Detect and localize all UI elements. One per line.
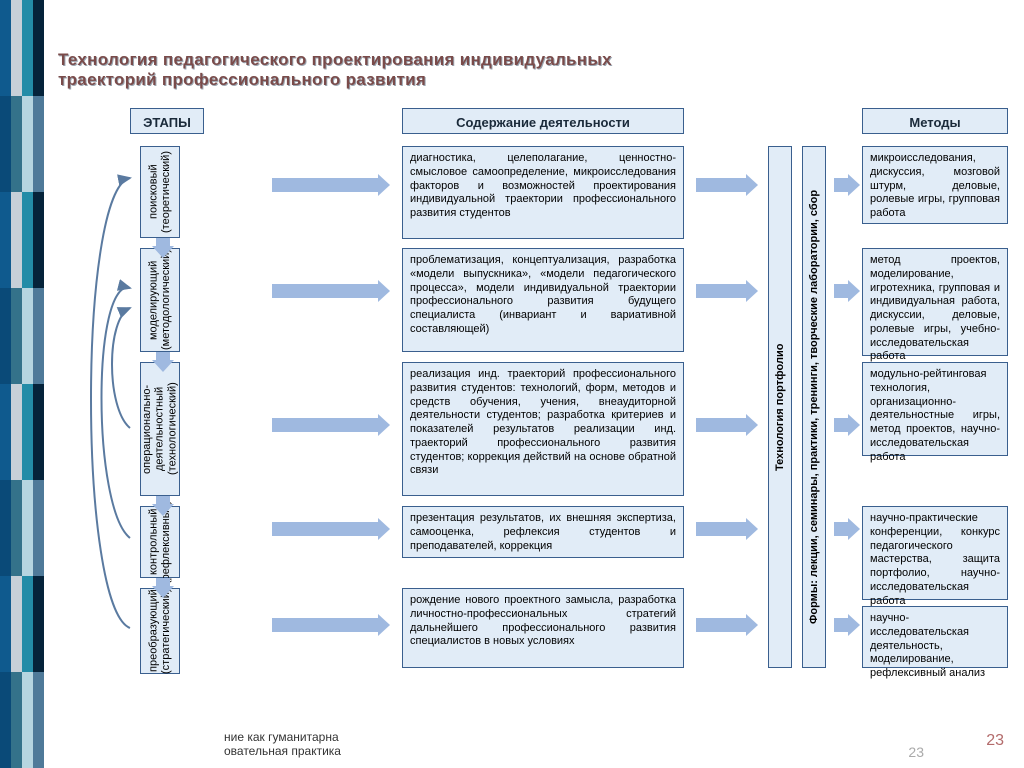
return-curve-1 xyxy=(102,288,131,538)
arrow-stage-down-2 xyxy=(156,496,170,506)
content-1: проблематизация, концептуализация, разра… xyxy=(402,248,684,352)
content-area: Технология педагогического проектировани… xyxy=(44,0,1024,768)
arrow-stage-content-0 xyxy=(272,178,380,192)
arrow-stage-down-0 xyxy=(156,238,170,248)
content-3: презентация результатов, их внешняя эксп… xyxy=(402,506,684,558)
content-2: реализация инд. траекторий профессиональ… xyxy=(402,362,684,496)
vcol-forms: Формы: лекции, семинары, практики, трени… xyxy=(802,146,826,668)
method-3: научно-практические конференции, конкурс… xyxy=(862,506,1008,600)
header-methods: Методы xyxy=(862,108,1008,134)
content-0: диагностика, целеполагание, ценностно-см… xyxy=(402,146,684,239)
header-stages: ЭТАПЫ xyxy=(130,108,204,134)
return-curve-2 xyxy=(112,308,130,428)
vcol-portfolio: Технология портфолио xyxy=(768,146,792,668)
arrow-vcol-method-1 xyxy=(834,284,850,298)
arrow-content-vcol-4 xyxy=(696,618,748,632)
arrow-vcol-method-3 xyxy=(834,522,850,536)
content-4: рождение нового проектного замысла, разр… xyxy=(402,588,684,668)
stage-3: контрольный (рефлексивный) xyxy=(140,506,180,578)
method-4: научно-исследовательская деятельность, м… xyxy=(862,606,1008,668)
decorative-sidebar xyxy=(0,0,44,768)
arrow-content-vcol-3 xyxy=(696,522,748,536)
return-curve-0 xyxy=(91,178,130,628)
arrow-stage-content-1 xyxy=(272,284,380,298)
stage-4: преобразующий (стратегический) xyxy=(140,588,180,674)
arrow-stage-content-2 xyxy=(272,418,380,432)
arrow-vcol-method-4 xyxy=(834,618,850,632)
footer-text: ние как гуманитарнаовательная практика xyxy=(224,730,341,758)
arrow-content-vcol-0 xyxy=(696,178,748,192)
flow-diagram: ЭТАПЫ Содержание деятельности Методы поиско… xyxy=(58,108,1012,708)
slide-title: Технология педагогического проектировани… xyxy=(44,0,1024,108)
arrow-stage-down-3 xyxy=(156,578,170,588)
arrow-stage-content-3 xyxy=(272,522,380,536)
stage-2: операционально-деятельностный (технологи… xyxy=(140,362,180,496)
arrow-content-vcol-2 xyxy=(696,418,748,432)
method-1: метод проектов, моделирование, игротехни… xyxy=(862,248,1008,356)
arrow-stage-down-1 xyxy=(156,352,170,362)
page-number: 23 xyxy=(986,732,1004,750)
stage-0: поисковый (теоретический) xyxy=(140,146,180,238)
method-0: микроисследования, дискуссия, мозговой ш… xyxy=(862,146,1008,224)
arrow-vcol-method-2 xyxy=(834,418,850,432)
arrow-stage-content-4 xyxy=(272,618,380,632)
stage-1: моделирующий (методологический) xyxy=(140,248,180,352)
arrow-content-vcol-1 xyxy=(696,284,748,298)
method-2: модульно-рейтинговая технология, организ… xyxy=(862,362,1008,456)
header-content: Содержание деятельности xyxy=(402,108,684,134)
arrow-vcol-method-0 xyxy=(834,178,850,192)
page-number-grey: 23 xyxy=(908,744,924,760)
